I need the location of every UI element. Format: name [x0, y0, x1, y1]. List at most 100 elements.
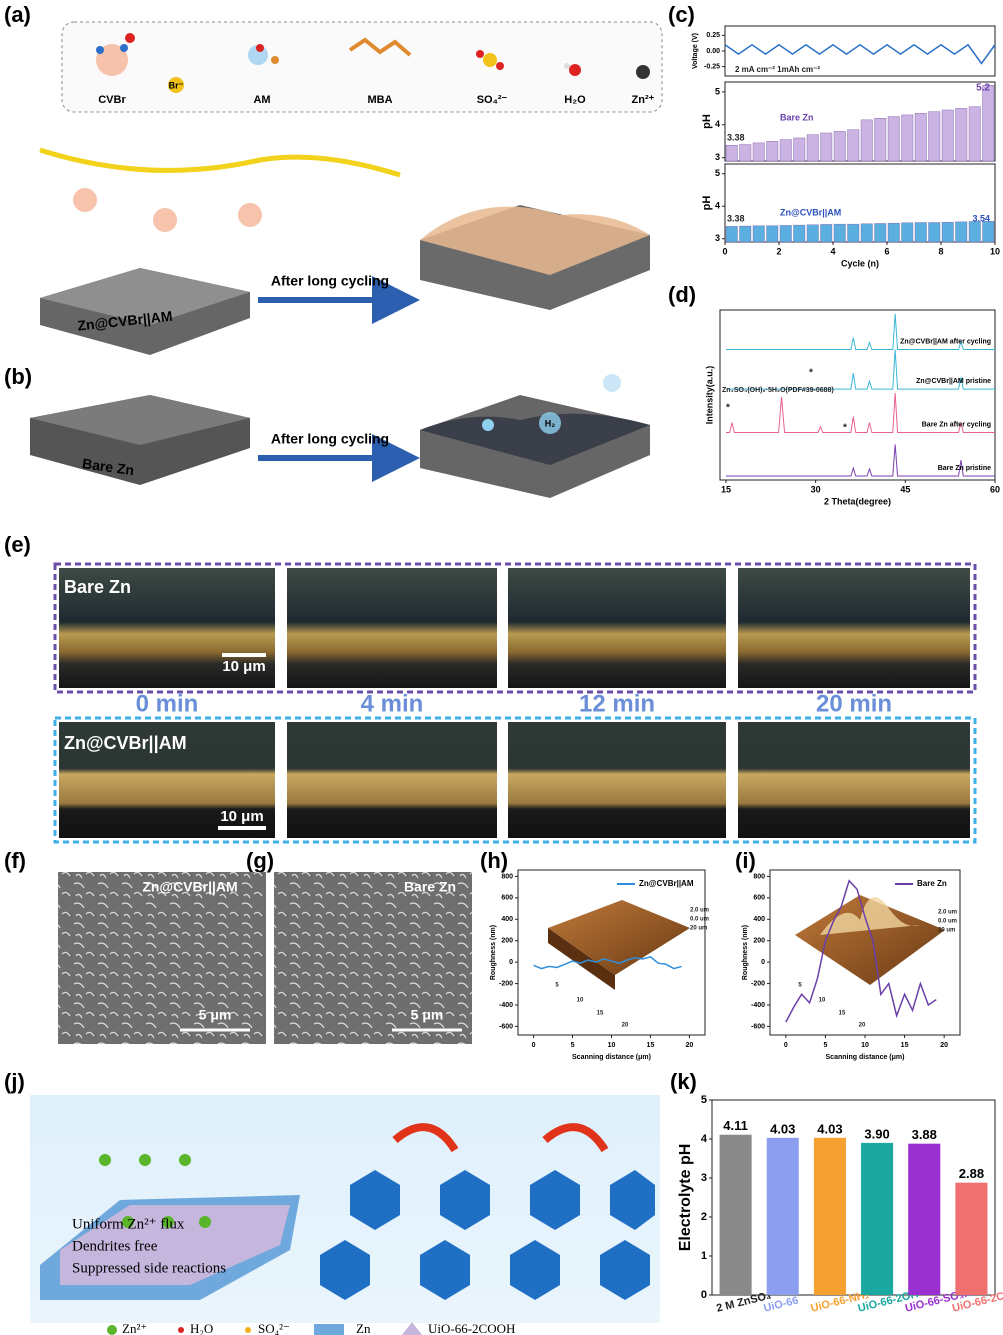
data-line: [725, 45, 995, 64]
sem-image: [58, 872, 266, 1044]
y-tick-label: 0.00: [706, 48, 720, 55]
y-tick-label: 200: [753, 938, 765, 945]
legend-label: Zn²⁺: [122, 1321, 147, 1335]
annotation: 2.0 um: [690, 908, 709, 914]
x-tick-label: 0: [532, 1042, 536, 1049]
x-tick-label: 5: [823, 1042, 827, 1049]
bar: [726, 226, 737, 242]
annotation: *: [843, 423, 847, 434]
bar: [767, 141, 778, 161]
panel-label: (a): [4, 2, 31, 27]
y-tick-label: -600: [499, 1023, 513, 1030]
panel-label: (h): [480, 848, 508, 873]
annotation: 20: [859, 1023, 866, 1029]
bar: [888, 223, 899, 242]
y-axis-label: Intensity(a.u.): [704, 366, 714, 425]
annotation: *: [726, 403, 730, 414]
x-tick-label: 20: [686, 1042, 694, 1049]
y-tick-label: 0: [701, 1289, 707, 1301]
plot-frame: [712, 1100, 995, 1295]
bar: [861, 1143, 893, 1295]
bar: [956, 222, 967, 242]
y-tick-label: 1: [701, 1250, 707, 1262]
bar: [740, 145, 751, 161]
panel-label: (i): [735, 848, 756, 873]
bar: [767, 226, 778, 242]
annotation: 10: [819, 998, 826, 1004]
panel-label: (d): [668, 282, 696, 307]
annotation: Zn@CVBr||AM: [780, 207, 841, 217]
y-tick-label: -0.25: [704, 63, 720, 70]
bar: [794, 138, 805, 161]
value-label: 3.88: [912, 1127, 937, 1142]
annotation: 5: [555, 983, 559, 989]
legend-label: Zn@CVBr||AM: [639, 879, 694, 888]
y-tick-label: 5: [715, 168, 720, 178]
bar: [753, 143, 764, 161]
series-label: Bare Zn after cycling: [922, 421, 991, 428]
bar: [794, 225, 805, 242]
panel-label: (e): [4, 532, 31, 557]
legend-label: SO₄²⁻: [258, 1321, 290, 1335]
panel-label: (f): [4, 848, 26, 873]
y-tick-label: 2: [701, 1211, 707, 1223]
panel-label: (g): [246, 848, 274, 873]
x-tick-label: 10: [608, 1042, 616, 1049]
scale-bar: 10 μm: [220, 808, 263, 825]
annotation: 0.0 um: [690, 917, 709, 923]
molecule-label: Zn²⁺: [632, 94, 655, 106]
y-tick-label: -200: [499, 980, 513, 987]
note: Uniform Zn²⁺ flux: [72, 1216, 185, 1232]
plot-frame: [725, 164, 995, 242]
y-axis-label: pH: [701, 114, 713, 129]
x-tick-label: 10: [861, 1042, 869, 1049]
value-label: 3.90: [864, 1126, 889, 1141]
bar: [848, 224, 859, 242]
annotation: Bare Zn: [780, 112, 814, 122]
y-tick-label: -600: [751, 1023, 765, 1030]
x-axis-label: Cycle (n): [841, 258, 879, 268]
bar: [861, 224, 872, 242]
y-tick-label: 800: [753, 873, 765, 880]
scale-bar: 5 μm: [199, 1007, 232, 1023]
y-tick-label: 0.25: [706, 32, 720, 39]
bar: [767, 1138, 799, 1295]
y-tick-label: 5: [715, 86, 720, 96]
y-tick-label: 3: [701, 1172, 707, 1184]
bar: [942, 222, 953, 242]
plot-frame: [725, 82, 995, 161]
annotation: *: [809, 368, 813, 379]
y-axis-label: Roughness (nm): [490, 925, 497, 980]
annotation: 2 mA cm⁻² 1mAh cm⁻²: [735, 65, 820, 74]
molecule-label: MBA: [367, 94, 392, 106]
arrow-label: After long cycling: [271, 431, 389, 447]
row-label: Zn@CVBr||AM: [64, 733, 187, 753]
bar: [807, 135, 818, 161]
row-label: Bare Zn: [64, 577, 131, 597]
legend-label: H₂O: [190, 1321, 213, 1335]
y-tick-label: 400: [753, 916, 765, 923]
series-label: Zn@CVBr||AM after cycling: [900, 338, 991, 345]
x-tick-label: 0: [722, 246, 727, 256]
y-tick-label: 400: [501, 916, 513, 923]
y-tick-label: 600: [753, 895, 765, 902]
bar: [902, 115, 913, 161]
molecule-label: SO₄²⁻: [477, 94, 508, 106]
y-tick-label: -400: [499, 1002, 513, 1009]
y-tick-label: 200: [501, 938, 513, 945]
time-label: 0 min: [136, 690, 199, 717]
x-axis-label: Scanning distance (μm): [826, 1054, 905, 1061]
annotation: 3.38: [727, 132, 745, 142]
bar: [875, 223, 886, 242]
bar: [848, 130, 859, 161]
x-tick-label: 4: [830, 246, 835, 256]
y-tick-label: 5: [701, 1094, 707, 1106]
x-tick-label: 6: [884, 246, 889, 256]
bar: [955, 1183, 987, 1295]
panel-label: (c): [668, 2, 695, 27]
bar: [969, 107, 980, 161]
time-label: 20 min: [816, 690, 892, 717]
y-tick-label: 4: [715, 201, 720, 211]
x-tick-label: 8: [938, 246, 943, 256]
y-tick-label: -200: [751, 980, 765, 987]
